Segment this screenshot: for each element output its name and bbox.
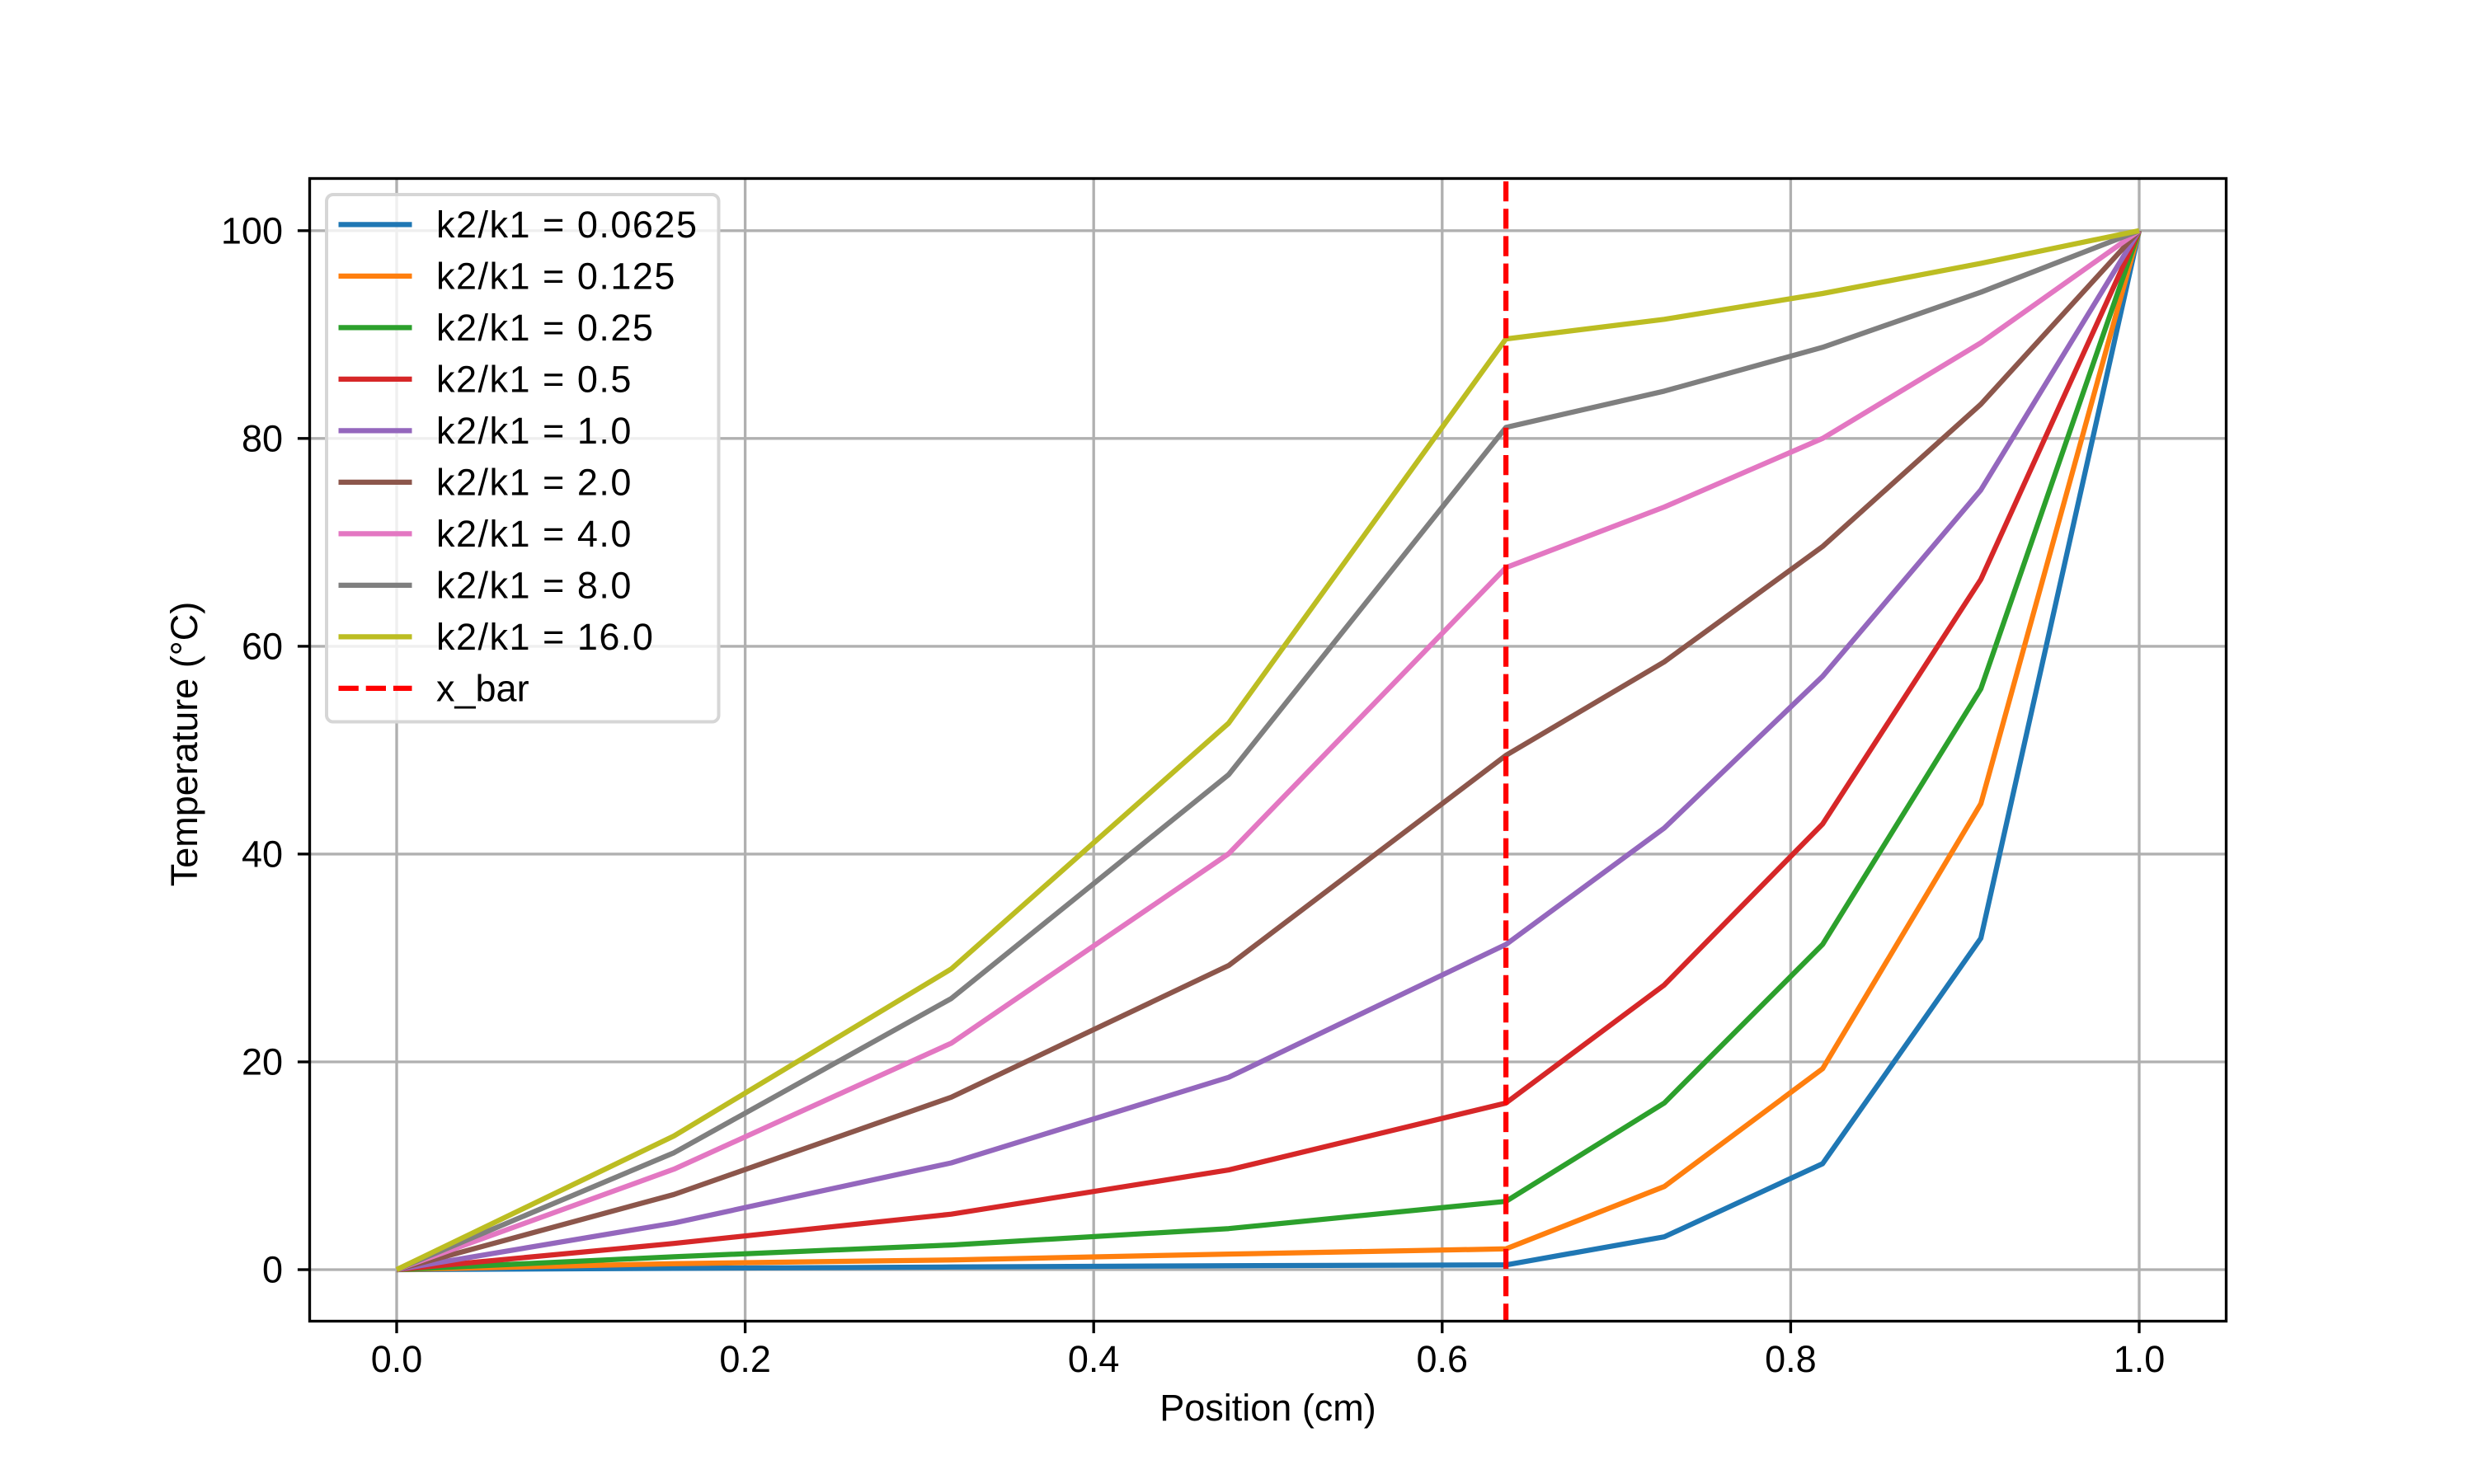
svg-text:0.2: 0.2	[719, 1338, 771, 1380]
svg-text:k2/k1 = 0.25: k2/k1 = 0.25	[436, 307, 654, 349]
svg-text:60: 60	[242, 625, 283, 667]
svg-text:k2/k1 = 4.0: k2/k1 = 4.0	[436, 513, 633, 555]
svg-text:k2/k1 = 0.0625: k2/k1 = 0.0625	[436, 204, 698, 246]
svg-text:20: 20	[242, 1041, 283, 1083]
svg-text:Temperature (°C): Temperature (°C)	[163, 602, 205, 887]
svg-text:0.0: 0.0	[371, 1338, 423, 1380]
svg-text:k2/k1 = 8.0: k2/k1 = 8.0	[436, 564, 633, 606]
svg-text:x_bar: x_bar	[436, 667, 529, 709]
svg-text:k2/k1 = 0.125: k2/k1 = 0.125	[436, 255, 676, 297]
svg-text:k2/k1 = 0.5: k2/k1 = 0.5	[436, 358, 633, 400]
svg-text:0.6: 0.6	[1417, 1338, 1469, 1380]
svg-text:Position (cm): Position (cm)	[1159, 1387, 1376, 1429]
svg-text:k2/k1 = 16.0: k2/k1 = 16.0	[436, 616, 654, 658]
svg-text:1.0: 1.0	[2114, 1338, 2166, 1380]
svg-text:k2/k1 = 2.0: k2/k1 = 2.0	[436, 461, 633, 503]
svg-text:40: 40	[242, 833, 283, 875]
svg-text:k2/k1 = 1.0: k2/k1 = 1.0	[436, 410, 633, 452]
svg-text:0: 0	[262, 1249, 283, 1291]
svg-text:0.4: 0.4	[1068, 1338, 1120, 1380]
svg-text:0.8: 0.8	[1765, 1338, 1817, 1380]
svg-text:80: 80	[242, 417, 283, 459]
svg-text:100: 100	[221, 209, 283, 251]
